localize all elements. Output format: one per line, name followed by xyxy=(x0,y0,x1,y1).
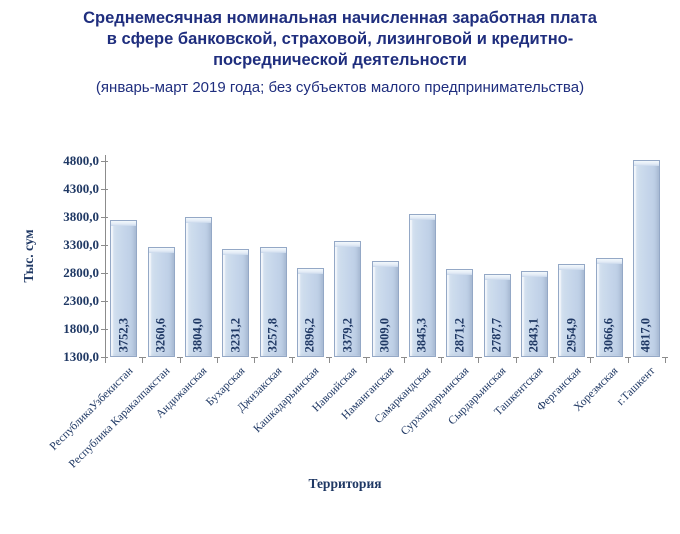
y-tick-mark xyxy=(101,217,108,218)
bar-value-label: 3009,0 xyxy=(377,317,392,352)
x-tick-mark xyxy=(478,358,480,363)
x-tick-mark xyxy=(291,358,293,363)
y-tick-label: 2800,0 xyxy=(63,265,99,280)
y-tick-label: 2300,0 xyxy=(63,293,99,308)
bar: 3845,3 xyxy=(408,214,436,357)
bar-value-label: 3260,6 xyxy=(153,317,168,352)
bar-value-label: 3752,3 xyxy=(116,317,131,352)
y-tick-mark xyxy=(101,161,108,162)
chart-title-line-1: Среднемесячная номинальная начисленная з… xyxy=(83,9,597,27)
bar: 2954,9 xyxy=(558,264,586,357)
chart-title: Среднемесячная номинальная начисленная з… xyxy=(20,8,660,71)
y-axis-title: Тыс. сум xyxy=(21,229,36,283)
x-tick-mark xyxy=(105,358,106,363)
bar-value-label: 3231,2 xyxy=(228,317,243,352)
x-tick-mark xyxy=(329,358,330,363)
bar-value-label: 3257,8 xyxy=(265,317,280,352)
bar: 3257,8 xyxy=(259,247,287,357)
y-tick-mark xyxy=(101,245,108,246)
bar: 3379,2 xyxy=(334,240,362,357)
bar-value-label: 3804,0 xyxy=(190,317,205,352)
bar-value-label: 2787,7 xyxy=(489,317,504,352)
x-tick-mark xyxy=(179,358,181,363)
x-tick-mark xyxy=(366,358,368,363)
y-tick-label: 4800,0 xyxy=(63,153,99,168)
y-tick-mark xyxy=(101,357,108,358)
y-tick-mark xyxy=(101,273,108,274)
y-tick-mark xyxy=(101,301,108,302)
bar: 3804,0 xyxy=(184,216,212,357)
bar: 3752,3 xyxy=(110,219,138,357)
chart-title-line-3: посреднической деятельности xyxy=(213,51,467,69)
x-axis-title: Территория xyxy=(308,476,382,491)
bar-value-label: 2896,2 xyxy=(302,317,317,352)
bar: 3260,6 xyxy=(147,247,175,357)
y-axis-line xyxy=(105,155,106,358)
y-tick-label: 1300,0 xyxy=(63,349,99,364)
bar: 2843,1 xyxy=(520,270,548,357)
y-tick-label: 3800,0 xyxy=(63,209,99,224)
x-tick-mark xyxy=(590,358,592,363)
bar-value-label: 3066,6 xyxy=(601,317,616,352)
bar: 3066,6 xyxy=(595,258,623,357)
bar: 3009,0 xyxy=(371,261,399,357)
x-tick-mark xyxy=(254,358,256,363)
x-tick-mark xyxy=(441,358,442,363)
y-tick-mark xyxy=(101,189,108,190)
y-tick-label: 1800,0 xyxy=(63,321,99,336)
x-tick-mark xyxy=(553,358,554,363)
bar-value-label: 2871,2 xyxy=(452,317,467,352)
x-axis-line xyxy=(105,357,668,358)
x-tick-mark xyxy=(217,358,218,363)
y-tick-label: 4300,0 xyxy=(63,181,99,196)
bar: 2896,2 xyxy=(296,267,324,357)
bar-value-label: 3379,2 xyxy=(340,317,355,352)
x-tick-mark xyxy=(665,358,666,363)
bar: 2787,7 xyxy=(483,273,511,357)
y-tick-label: 3300,0 xyxy=(63,237,99,252)
x-tick-mark xyxy=(627,358,629,363)
bar: 2871,2 xyxy=(446,269,474,357)
bar-value-label: 2954,9 xyxy=(564,317,579,352)
x-tick-mark xyxy=(403,358,405,363)
bar: 4817,0 xyxy=(632,160,660,357)
bar-value-label: 2843,1 xyxy=(526,317,541,352)
x-tick-mark xyxy=(142,358,144,363)
chart-title-line-2: в сфере банковской, страховой, лизингово… xyxy=(106,30,574,48)
bar: 3231,2 xyxy=(222,248,250,357)
chart-subtitle: (январь-март 2019 года; без субъектов ма… xyxy=(95,79,585,96)
x-tick-mark xyxy=(515,358,517,363)
bar-value-label: 3845,3 xyxy=(414,317,429,352)
bar-value-label: 4817,0 xyxy=(638,317,653,352)
y-tick-mark xyxy=(101,329,108,330)
